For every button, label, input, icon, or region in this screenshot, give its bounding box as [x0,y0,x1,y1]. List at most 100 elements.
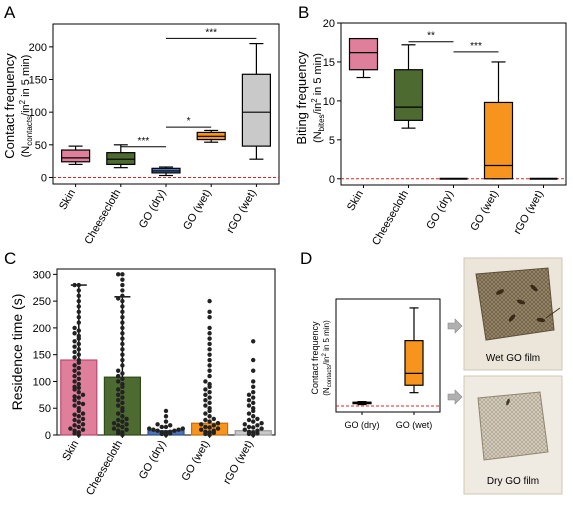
data-point [203,403,208,408]
y-tick-label: 100 [33,376,51,388]
data-point [207,314,212,320]
x-category-label: Skin [345,189,366,214]
x-category-label: GO (dry) [345,420,380,430]
data-point [76,389,82,395]
x-category-label: GO (wet) [179,439,212,484]
data-point [203,411,208,416]
significance-label: ** [427,31,435,42]
significance-label: *** [138,136,150,147]
x-category-label: Skin [60,439,81,464]
data-point [120,395,125,400]
data-point [242,427,247,432]
data-point [151,427,156,432]
data-point [155,422,160,427]
data-point [251,384,256,390]
box-0 [60,149,91,163]
data-point [76,309,82,315]
data-point [72,423,77,428]
data-point [207,325,212,331]
data-point [120,341,125,347]
y-tick-label: 200 [33,323,51,335]
data-point [120,363,125,368]
y-tick-label: 0 [329,174,335,186]
data-point [80,416,86,422]
data-point [116,272,121,277]
data-point [246,424,252,430]
y-tick-label: 200 [29,42,47,54]
data-point [203,424,208,430]
significance-label: * [187,116,191,127]
data-point [246,403,252,408]
data-point [120,336,125,341]
data-point [251,379,256,384]
data-point [203,417,208,423]
data-point [116,387,121,392]
data-point [246,417,252,423]
data-point [207,381,212,387]
panel-label-a: A [4,3,16,22]
wet-go-photo: Wet GO film [463,257,563,371]
panel-label-b: B [298,3,309,22]
data-point [72,397,77,403]
data-point [120,325,125,331]
data-point [72,379,77,384]
data-point [120,298,125,304]
x-category-label: rGO (wet) [512,189,547,237]
data-point [246,411,252,416]
data-point [76,282,82,288]
x-category-label: Cheesecloth [370,189,411,248]
data-point [207,430,212,435]
y-tick-label: 300 [33,269,51,281]
data-point [80,411,86,416]
data-point [76,385,82,391]
data-point [124,416,129,422]
data-point [180,426,185,431]
x-category-label: Skin [57,188,78,213]
data-point [76,341,82,347]
panel-c-chart: Residence time (s) 0 50 100 150 200 250 300 Ski… [9,268,276,498]
data-point [68,426,73,431]
data-point [120,352,125,357]
data-point [120,288,125,293]
data-point [199,427,204,432]
data-point [246,429,252,434]
data-point [120,282,125,288]
data-point [116,397,121,403]
data-point [72,363,77,368]
data-point [211,428,216,433]
data-point [203,387,208,392]
significance-label: *** [470,41,482,52]
data-point [251,368,256,373]
data-point [203,429,208,434]
data-point [76,365,82,371]
panel-d-ylabel-1: Contact frequency [310,321,320,395]
data-point [116,392,121,398]
wet-go-caption: Wet GO film [486,353,540,364]
data-point [120,424,125,430]
data-point [120,376,125,381]
box-1 [404,340,424,386]
data-point [72,355,77,360]
data-point [120,314,125,320]
data-point [76,371,82,376]
data-point [72,349,77,355]
data-point [76,352,82,357]
data-point [76,328,82,333]
data-point [111,426,117,431]
data-point [76,400,82,406]
data-point [251,389,256,395]
data-point [207,309,212,315]
data-point [72,368,77,373]
plot-frame [335,298,441,413]
data-point [120,414,125,419]
data-point [251,406,256,411]
data-point [207,347,212,352]
data-point [76,357,82,363]
data-point [124,427,129,432]
data-point [120,304,125,309]
data-point [72,373,77,379]
data-point [207,414,212,419]
x-category-label: Cheesecloth [84,439,125,498]
data-point [251,400,256,406]
data-point [72,344,77,349]
